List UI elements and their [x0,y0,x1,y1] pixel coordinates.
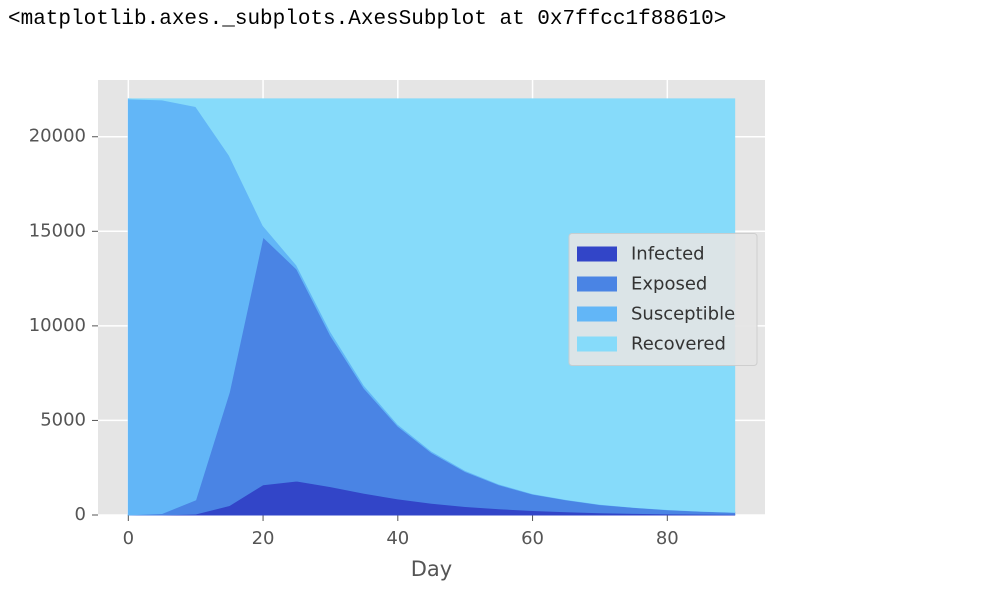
x-tick-label: 20 [252,528,275,549]
legend-swatch [577,246,617,262]
x-tick-label: 0 [123,528,134,549]
x-tick-label: 60 [521,528,544,549]
legend-swatch [577,276,617,292]
x-tick-label: 80 [656,528,679,549]
x-tick-label: 40 [386,528,409,549]
y-tick-label: 15000 [29,220,86,241]
output-text: <matplotlib.axes._subplots.AxesSubplot a… [8,8,727,31]
y-tick-label: 20000 [29,126,86,147]
legend-label: Susceptible [631,304,735,325]
y-tick-label: 10000 [29,315,86,336]
legend-label: Exposed [631,274,707,295]
x-axis-label: Day [411,557,452,581]
legend-swatch [577,336,617,352]
legend-swatch [577,306,617,322]
legend: Infected Exposed Susceptible Recovered [568,233,758,366]
legend-label: Recovered [631,334,726,355]
legend-box [568,233,758,366]
y-tick-label: 0 [75,504,86,525]
legend-label: Infected [631,244,705,265]
y-tick-label: 5000 [40,409,86,430]
